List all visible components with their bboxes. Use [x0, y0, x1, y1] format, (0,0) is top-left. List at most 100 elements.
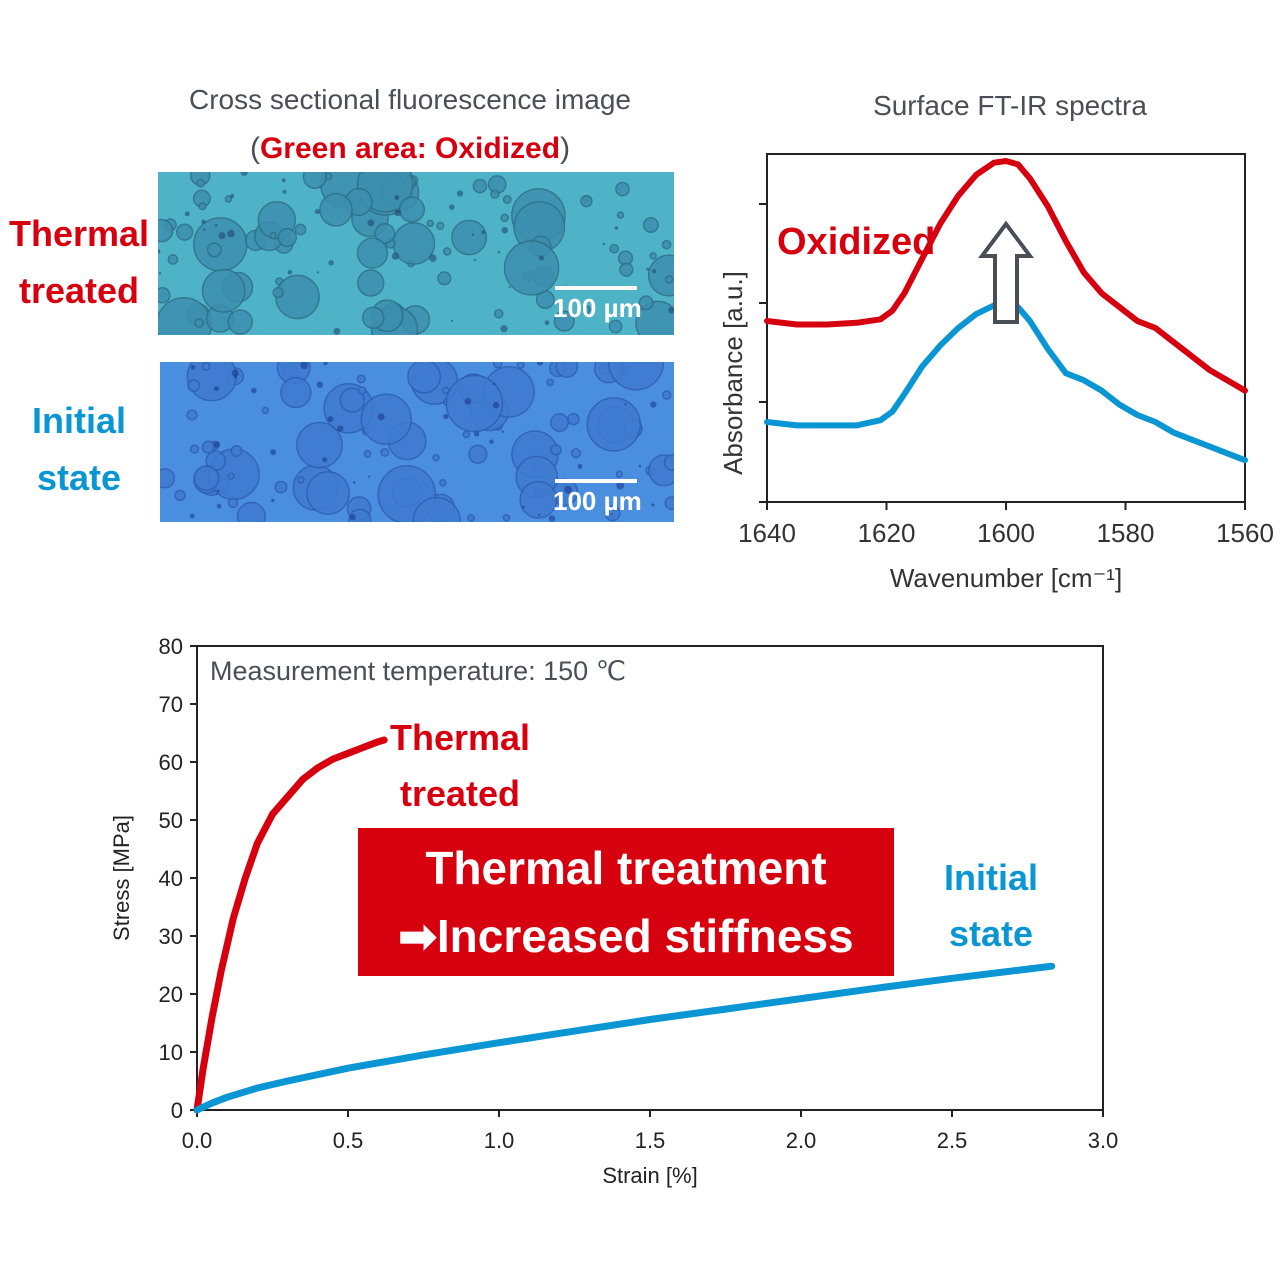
pore-speck — [316, 381, 324, 388]
fluorescence-title: Cross sectional fluorescence image — [189, 84, 631, 115]
ftir-oxidized-spectrum — [764, 158, 1248, 394]
pore-speck — [646, 267, 650, 271]
pore-bubble — [609, 243, 620, 254]
scale-bar-bottom — [555, 479, 637, 483]
pore-bubble — [426, 219, 435, 228]
pore-bubble — [436, 221, 445, 231]
pore-speck — [218, 232, 226, 240]
pore-speck — [240, 172, 248, 177]
pore-speck — [577, 464, 583, 469]
pore-bubble — [437, 271, 452, 286]
initial-fluorescence-image — [160, 362, 674, 522]
pore-bubble — [616, 211, 625, 219]
pore-bubble — [661, 239, 672, 250]
pore-speck — [230, 193, 235, 198]
pore-bubble — [663, 453, 674, 471]
pore-bubble — [357, 386, 367, 395]
pore-bubble — [361, 306, 385, 329]
pore-speck — [314, 208, 320, 215]
pore-bubble — [227, 309, 254, 335]
pore-bubble — [206, 242, 222, 258]
pore-speck — [536, 362, 544, 366]
subtitle-oxidized-note: Green area: Oxidized — [259, 132, 561, 165]
stiffness-callout: Thermal treatment ➡Increased stiffness — [358, 828, 894, 976]
pore-bubble — [324, 172, 333, 181]
ftir-plot-frame — [766, 153, 1246, 503]
pore-speck — [281, 178, 286, 183]
pore-bubble — [467, 514, 475, 522]
pore-bubble — [500, 213, 509, 223]
pore-bubble — [189, 444, 200, 454]
ss-y-tick-label: 40 — [159, 866, 183, 891]
ss-y-tick-label: 0 — [171, 1098, 183, 1123]
ftir-initial-spectrum — [764, 300, 1248, 464]
pore-speck — [213, 386, 220, 392]
pore-bubble — [550, 444, 562, 456]
pore-bubble — [647, 254, 674, 297]
pore-bubble — [302, 172, 328, 190]
pore-speck — [233, 375, 238, 379]
pore-bubble — [661, 390, 672, 400]
pore-bubble — [492, 362, 503, 369]
ss-y-tick-label: 50 — [159, 808, 183, 833]
pore-bubble — [407, 362, 442, 394]
pore-speck — [652, 269, 657, 274]
pore-bubble — [158, 287, 171, 304]
pore-speck — [367, 219, 375, 227]
ss-x-tick-label: 0.0 — [182, 1128, 213, 1153]
pore-bubble — [586, 397, 642, 452]
pore-bubble — [582, 305, 591, 314]
stress-strain-chart: 0 10 20 30 40 50 60 70 80 0.0 0.5 1.0 1.5 2.0 2.5 3.0 St… — [109, 634, 1118, 1188]
pore-bubble — [462, 430, 471, 439]
fluorescence-subtitle: (Green area: Oxidized) — [160, 132, 660, 166]
pore-speck — [443, 413, 449, 420]
pore-bubble — [392, 222, 436, 265]
ftir-chart: 1640 1620 1600 1580 1560 Wavenumber [cm⁻¹] Abs… — [718, 153, 1274, 593]
pore-speck — [668, 307, 674, 314]
pore-bubble — [187, 379, 201, 392]
pore-bubble — [186, 409, 198, 421]
pore-bubble — [451, 219, 488, 256]
callout-line1: Thermal treatment — [425, 842, 827, 894]
pore-speck — [158, 249, 161, 254]
pore-speck — [473, 258, 477, 262]
pore-speck — [548, 515, 556, 522]
pore-speck — [201, 219, 206, 225]
initial-micrograph-svg — [160, 362, 674, 522]
pore-bubble — [274, 480, 288, 494]
pore-bubble — [516, 362, 525, 370]
ss-thermal-treated-curve — [193, 736, 388, 1114]
pore-speck — [624, 403, 627, 406]
pore-speck — [616, 481, 625, 490]
pore-bubble — [555, 362, 579, 378]
ss-x-tick-label: 2.5 — [937, 1128, 968, 1153]
pore-bubble — [442, 247, 452, 256]
pore-bubble — [503, 240, 560, 296]
ss-x-tick-label: 1.0 — [484, 1128, 515, 1153]
pore-bubble — [160, 468, 176, 489]
ss-x-tick-label: 0.5 — [333, 1128, 364, 1153]
pore-bubble — [236, 501, 266, 522]
pore-bubble — [198, 202, 207, 211]
pore-speck — [328, 259, 334, 266]
pore-bubble — [339, 387, 365, 413]
pore-bubble — [570, 448, 582, 459]
pore-bubble — [412, 496, 461, 522]
ss-initial-label-line1: Initial — [944, 857, 1038, 898]
ss-y-tick-label: 60 — [159, 750, 183, 775]
pore-bubble — [619, 262, 634, 277]
pore-speck — [202, 228, 206, 231]
pore-speck — [471, 233, 475, 236]
pore-speck — [501, 430, 504, 434]
callout-line2: ➡Increased stiffness — [398, 910, 854, 962]
ss-x-tick-label: 2.0 — [786, 1128, 817, 1153]
pore-speck — [337, 425, 344, 432]
pore-speck — [500, 324, 508, 333]
pore-speck — [271, 498, 275, 503]
subtitle-close-paren: ) — [560, 132, 571, 165]
pore-bubble — [432, 453, 440, 462]
pore-speck — [270, 449, 277, 456]
pore-speck — [353, 481, 356, 484]
scale-bar-top — [555, 286, 637, 290]
pore-speck — [327, 416, 334, 423]
